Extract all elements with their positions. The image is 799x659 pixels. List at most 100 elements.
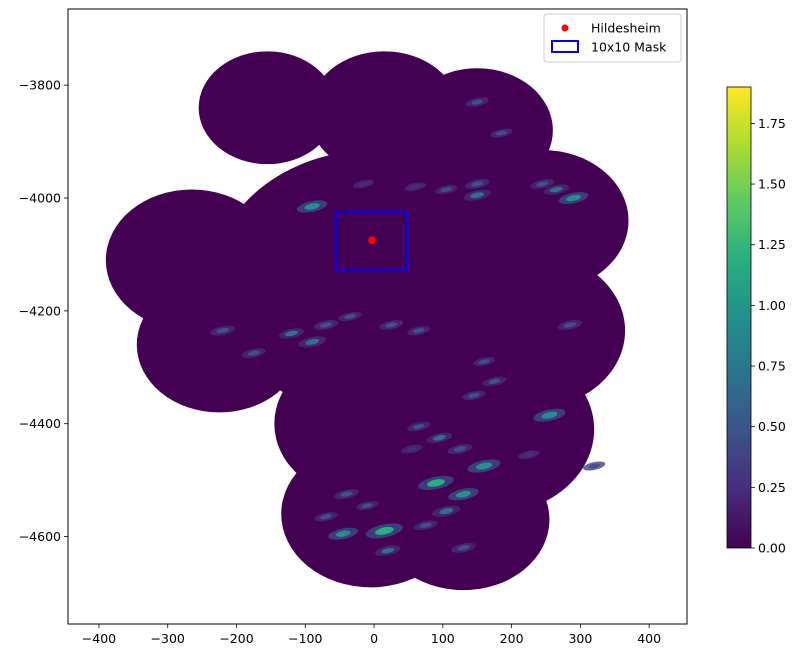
precip-patch-core-22 bbox=[541, 411, 558, 419]
precip-patch-core-21 bbox=[468, 393, 480, 398]
colorbar-gradient bbox=[726, 86, 752, 549]
precip-patch-core-5 bbox=[536, 181, 549, 187]
precip-patch-39 bbox=[356, 501, 379, 511]
precip-patch-core-3 bbox=[549, 186, 563, 193]
precip-patch-9 bbox=[404, 182, 427, 192]
x-tick-label-8: 400 bbox=[637, 631, 661, 646]
precip-patch-core-2 bbox=[495, 130, 507, 136]
precip-patch-core-26 bbox=[453, 446, 467, 452]
y-tick-label-3: −4400 bbox=[19, 416, 61, 431]
legend-marker-mask bbox=[551, 40, 579, 53]
precip-patch-21 bbox=[462, 390, 486, 401]
precip-patch-core-30 bbox=[455, 490, 472, 498]
precip-patch-20 bbox=[482, 376, 507, 387]
precip-patch-core-0 bbox=[304, 203, 320, 210]
precip-patch-core-37 bbox=[320, 514, 332, 520]
colorbar-tick-label-6: 1.50 bbox=[758, 177, 786, 192]
precip-patch-7 bbox=[463, 189, 491, 201]
precip-patch-18 bbox=[407, 325, 431, 336]
colorbar-tick-label-1: 0.25 bbox=[758, 480, 786, 495]
precip-patch-core-18 bbox=[412, 328, 425, 334]
precip-patch-23 bbox=[557, 319, 583, 330]
y-axis: −3800 −4000 −4200 −4400 −4600 bbox=[19, 78, 68, 544]
precip-patch-5 bbox=[530, 179, 555, 189]
precip-patch-core-29 bbox=[427, 479, 445, 487]
precip-patch-core-17 bbox=[385, 322, 398, 328]
precip-patch-core-9 bbox=[409, 184, 421, 190]
precip-patch-core-31 bbox=[439, 508, 454, 515]
x-tick-label-2: −200 bbox=[219, 631, 253, 646]
precip-patch-core-4 bbox=[566, 194, 581, 202]
colorbar-tick-label-5: 1.25 bbox=[758, 237, 786, 252]
precip-patch-38 bbox=[451, 542, 476, 553]
precip-patch-32 bbox=[334, 489, 359, 500]
colorbar-tick-label-0: 0.00 bbox=[758, 541, 786, 556]
precip-patch-core-12 bbox=[247, 350, 260, 356]
precip-patch-3 bbox=[543, 184, 570, 195]
precip-patch-15 bbox=[313, 319, 339, 330]
precip-patch-core-34 bbox=[375, 526, 394, 535]
precip-patch-28 bbox=[467, 459, 501, 473]
precip-patch-12 bbox=[241, 348, 266, 359]
precip-patch-core-38 bbox=[457, 545, 470, 551]
overlay-layer bbox=[335, 211, 409, 272]
precip-patch-25 bbox=[426, 432, 453, 443]
precip-patch-core-14 bbox=[305, 338, 320, 345]
precip-patch-2 bbox=[490, 128, 513, 138]
radar-coverage-area bbox=[105, 51, 629, 591]
precip-patch-13 bbox=[278, 328, 305, 339]
legend-label-mask: 10x10 Mask bbox=[591, 40, 667, 55]
colorbar-ticks: 0.00 0.25 0.50 0.75 1.00 1.25 1.50 1.75 bbox=[751, 116, 786, 556]
precip-patch-core-11 bbox=[216, 327, 229, 334]
x-axis: −400 −300 −200 −100 0 100 200 300 400 bbox=[82, 624, 661, 646]
radar-coverage-circle-11 bbox=[212, 150, 536, 416]
precip-patch-4 bbox=[558, 192, 589, 205]
precip-patch-core-20 bbox=[488, 378, 501, 384]
precipitation-layer bbox=[210, 97, 606, 556]
x-tick-label-7: 300 bbox=[568, 631, 592, 646]
x-tick-label-0: −400 bbox=[82, 631, 116, 646]
colorbar-tick-label-2: 0.50 bbox=[758, 419, 786, 434]
precip-patch-core-19 bbox=[478, 359, 490, 365]
precip-patch-core-24 bbox=[412, 424, 425, 430]
precip-patch-36 bbox=[413, 520, 438, 531]
legend-marker-hildesheim bbox=[561, 24, 569, 32]
precip-patch-core-39 bbox=[361, 503, 373, 508]
precip-patch-29 bbox=[418, 475, 454, 491]
radar-coverage-circle-10 bbox=[281, 440, 461, 588]
precip-patch-core-1 bbox=[471, 99, 484, 105]
precip-patch-core-10 bbox=[358, 181, 369, 187]
precip-patch-40 bbox=[583, 461, 606, 471]
x-tick-label-5: 100 bbox=[431, 631, 455, 646]
precip-patch-31 bbox=[432, 505, 461, 517]
y-tick-label-1: −4000 bbox=[19, 191, 61, 206]
precip-patch-19 bbox=[472, 357, 496, 367]
precip-patch-core-27 bbox=[406, 446, 418, 452]
precip-patch-core-8 bbox=[440, 187, 452, 192]
precip-patch-34 bbox=[365, 523, 403, 539]
precip-patch-22 bbox=[533, 408, 566, 422]
precip-patch-core-36 bbox=[419, 522, 432, 528]
x-tick-label-6: 200 bbox=[500, 631, 524, 646]
precip-patch-17 bbox=[379, 320, 404, 330]
precip-patch-30 bbox=[448, 488, 479, 501]
precip-patch-8 bbox=[435, 185, 458, 195]
colorbar-tick-label-3: 0.75 bbox=[758, 359, 786, 374]
colorbar: 0.00 0.25 0.50 0.75 1.00 1.25 1.50 1.75 bbox=[726, 86, 786, 556]
y-tick-label-0: −3800 bbox=[19, 78, 61, 93]
precip-patch-35 bbox=[375, 545, 401, 556]
precip-patch-26 bbox=[447, 444, 473, 455]
y-tick-label-2: −4200 bbox=[19, 303, 61, 318]
x-tick-label-4: 0 bbox=[370, 631, 378, 646]
colorbar-tick-label-7: 1.75 bbox=[758, 116, 786, 131]
precip-patch-core-15 bbox=[319, 322, 333, 328]
precip-patch-14 bbox=[298, 336, 327, 348]
precip-patch-10 bbox=[353, 179, 375, 189]
precip-patch-6 bbox=[464, 178, 490, 189]
precip-patch-33 bbox=[328, 527, 358, 540]
radar-coverage-circle-0 bbox=[198, 51, 337, 165]
mask-rectangle bbox=[335, 211, 409, 272]
precip-patch-core-23 bbox=[563, 322, 577, 328]
precip-patch-core-6 bbox=[471, 181, 484, 187]
